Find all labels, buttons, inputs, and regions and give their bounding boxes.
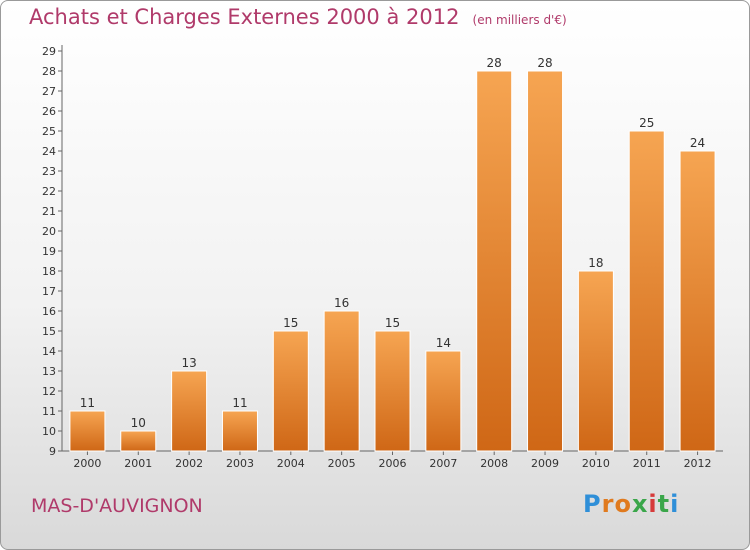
data-label: 28 — [537, 56, 552, 70]
x-tick-label: 2009 — [531, 457, 559, 470]
data-label: 25 — [639, 116, 654, 130]
bar-2009 — [527, 70, 564, 452]
data-label: 18 — [588, 256, 603, 270]
data-label: 24 — [690, 136, 705, 150]
y-tick-label: 12 — [42, 385, 56, 398]
chart-title: Achats et Charges Externes 2000 à 2012 — [29, 5, 460, 29]
x-tick-label: 2010 — [582, 457, 610, 470]
x-tick-label: 2004 — [277, 457, 305, 470]
y-tick-label: 27 — [42, 85, 56, 98]
bar-2012 — [679, 150, 716, 452]
x-tick-label: 2011 — [633, 457, 661, 470]
y-tick-label: 20 — [42, 225, 56, 238]
data-label: 13 — [181, 356, 196, 370]
logo-letter: x — [631, 490, 649, 518]
logo-letter: r — [601, 490, 615, 518]
y-tick-label: 21 — [42, 205, 56, 218]
x-tick-label: 2002 — [175, 457, 203, 470]
bar-2010 — [577, 270, 614, 452]
bar-2007 — [425, 350, 462, 452]
bar-2003 — [221, 410, 258, 452]
data-label: 11 — [232, 396, 247, 410]
y-tick-label: 29 — [42, 45, 56, 58]
title-block: Achats et Charges Externes 2000 à 2012 (… — [29, 5, 567, 29]
bar-2011 — [628, 130, 665, 452]
logo-letter: t — [657, 490, 671, 518]
data-label: 28 — [487, 56, 502, 70]
y-tick-label: 22 — [42, 185, 56, 198]
y-tick-label: 13 — [42, 365, 56, 378]
bar-2001 — [120, 430, 157, 452]
y-tick-label: 16 — [42, 305, 56, 318]
y-tick-label: 19 — [42, 245, 56, 258]
x-tick-label: 2012 — [684, 457, 712, 470]
y-tick-label: 9 — [49, 445, 56, 458]
x-tick-label: 2008 — [480, 457, 508, 470]
logo-letter: P — [583, 490, 602, 518]
y-tick-label: 14 — [42, 345, 56, 358]
data-label: 11 — [80, 396, 95, 410]
bars: 11 10 13 11 15 16 15 14 28 28 18 25 24 — [69, 56, 716, 452]
y-tick-label: 15 — [42, 325, 56, 338]
data-label: 10 — [131, 416, 146, 430]
bar-2002 — [171, 370, 208, 452]
y-tick-label: 18 — [42, 265, 56, 278]
data-label: 14 — [436, 336, 451, 350]
data-label: 15 — [283, 316, 298, 330]
x-tick-label: 2000 — [73, 457, 101, 470]
y-tick-label: 28 — [42, 65, 56, 78]
y-tick-label: 25 — [42, 125, 56, 138]
bar-2005 — [323, 310, 360, 452]
data-label: 16 — [334, 296, 349, 310]
bar-2006 — [374, 330, 411, 452]
y-tick-label: 24 — [42, 145, 56, 158]
logo-letter: i — [670, 490, 680, 518]
y-tick-label: 17 — [42, 285, 56, 298]
x-tick-label: 2003 — [226, 457, 254, 470]
y-tick-label: 11 — [42, 405, 56, 418]
y-tick-label: 10 — [42, 425, 56, 438]
axes: 9 10 11 12 13 14 15 16 17 18 19 20 21 22 23 24 25 26 27 28 2… — [42, 45, 723, 470]
data-label: 15 — [385, 316, 400, 330]
y-tick-label: 23 — [42, 165, 56, 178]
logo-letter: i — [648, 490, 658, 518]
x-tick-label: 2005 — [328, 457, 356, 470]
commune-name: MAS-D'AUVIGNON — [31, 495, 203, 517]
x-tick-label: 2001 — [124, 457, 152, 470]
chart-subtitle: (en milliers d'€) — [472, 13, 567, 27]
proxiti-logo: Proxiti — [583, 490, 679, 518]
bar-2000 — [69, 410, 106, 452]
logo-letter: o — [614, 490, 632, 518]
bar-2004 — [272, 330, 309, 452]
bar-2008 — [476, 70, 513, 452]
x-tick-label: 2006 — [379, 457, 407, 470]
x-tick-label: 2007 — [429, 457, 457, 470]
y-tick-label: 26 — [42, 105, 56, 118]
